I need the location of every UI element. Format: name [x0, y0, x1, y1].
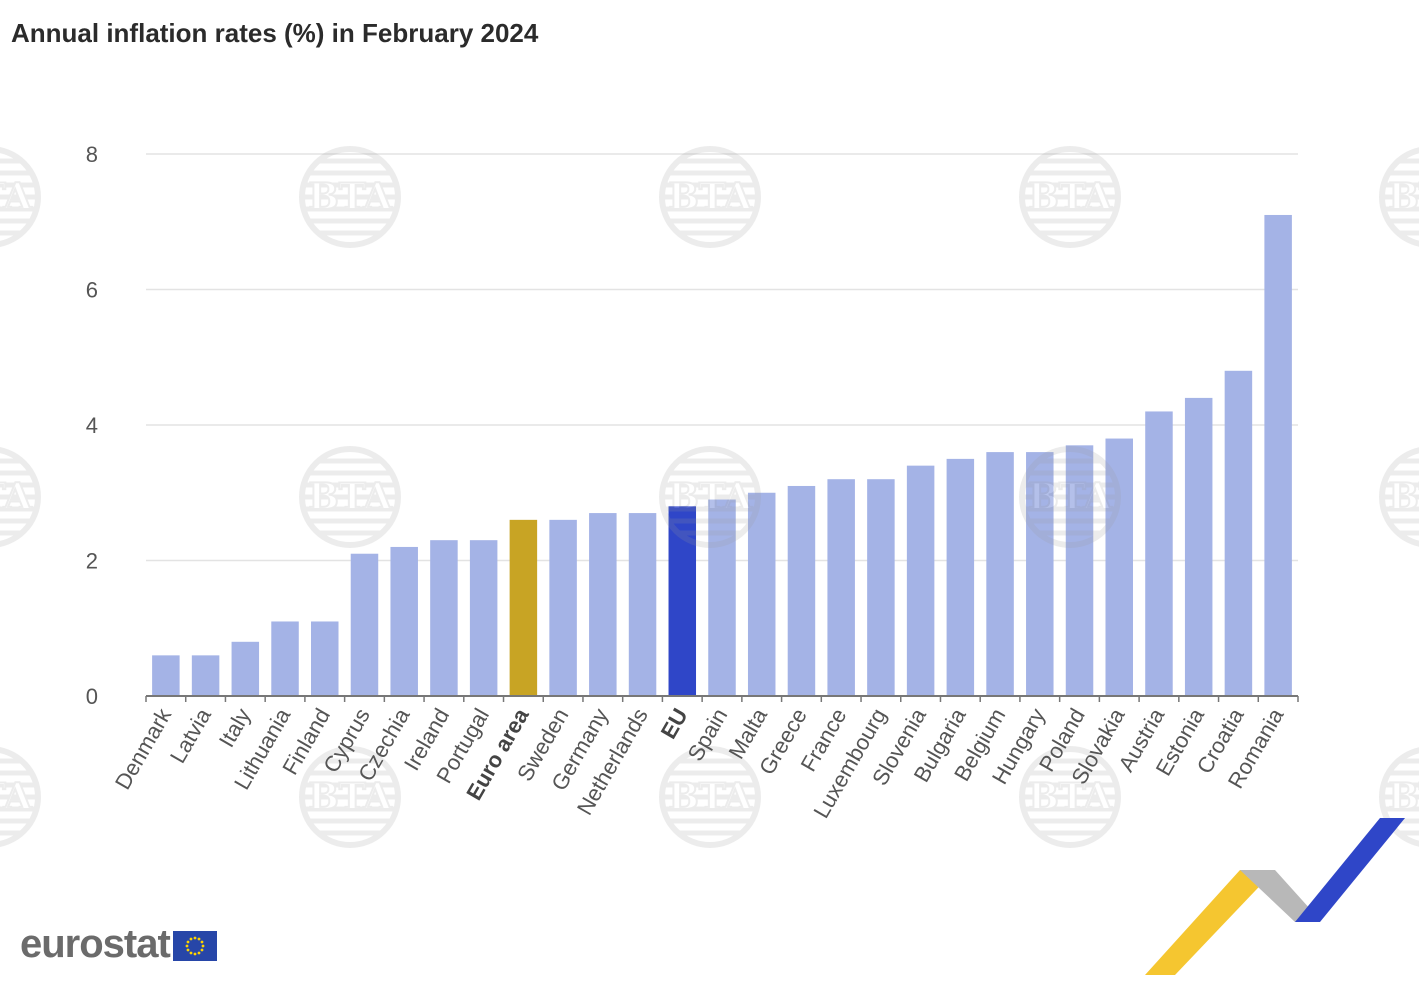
bar-denmark: [152, 655, 180, 696]
bar-spain: [708, 499, 736, 696]
y-tick-label-8: 8: [86, 142, 98, 167]
bar-germany: [589, 513, 617, 696]
svg-text:BTA: BTA: [1388, 776, 1419, 818]
bar-netherlands: [628, 513, 657, 696]
bar-estonia: [1184, 397, 1213, 696]
bar-sweden: [549, 519, 577, 696]
svg-text:BTA: BTA: [1028, 476, 1112, 518]
watermark-logo: BTA: [0, 747, 41, 847]
svg-text:BTA: BTA: [308, 776, 392, 818]
bar-italy: [231, 641, 260, 696]
bars: [152, 214, 1292, 696]
bar-latvia: [191, 655, 220, 696]
x-tick-label-denmark: Denmark: [110, 703, 177, 794]
bar-finland: [311, 621, 339, 696]
bar-poland: [1065, 445, 1094, 696]
brand-swoosh-graphic: [1145, 818, 1405, 975]
watermark-logo: BTA: [0, 147, 41, 247]
bar-czechia: [390, 546, 418, 696]
svg-text:BTA: BTA: [668, 176, 752, 218]
bar-bulgaria: [946, 458, 975, 696]
y-tick-labels: 0 2 4 6 8: [86, 142, 98, 709]
svg-text:BTA: BTA: [668, 476, 752, 518]
watermark-logo: BTA: [299, 446, 401, 548]
bar-malta: [747, 492, 776, 696]
x-axis: [145, 695, 1299, 702]
watermark-logo: BTA: [1019, 446, 1121, 548]
svg-text:BTA: BTA: [1028, 176, 1112, 218]
svg-text:BTA: BTA: [0, 776, 33, 818]
bar-romania: [1264, 214, 1292, 696]
x-tick-label-latvia: Latvia: [165, 703, 216, 767]
watermark-logo: BTA: [1379, 147, 1419, 247]
watermark-logo: BTA: [0, 447, 41, 547]
watermark-logo: BTA: [1379, 447, 1419, 547]
watermark-logo: BTA: [1019, 746, 1121, 848]
bar-slovenia: [906, 465, 935, 696]
y-tick-label-4: 4: [86, 413, 98, 438]
watermark-logo: BTA: [299, 146, 401, 248]
svg-text:BTA: BTA: [1388, 476, 1419, 518]
y-tick-label-0: 0: [86, 684, 98, 709]
bar-croatia: [1224, 370, 1253, 696]
y-tick-label-2: 2: [86, 549, 98, 574]
logo-text: eurostat: [20, 922, 171, 966]
svg-text:BTA: BTA: [308, 476, 392, 518]
x-tick-label-eu: EU: [656, 704, 693, 743]
bar-euro-area: [509, 519, 538, 696]
watermark-logo: BTA: [659, 146, 761, 248]
svg-text:BTA: BTA: [308, 176, 392, 218]
eu-flag-icon: [172, 931, 217, 961]
watermark-logo: BTA: [659, 446, 761, 548]
watermark-logo: BTA: [1019, 146, 1121, 248]
watermark-logo: BTA: [659, 746, 761, 848]
watermark-logo: BTA: [299, 746, 401, 848]
eurostat-logo: eurostat: [20, 924, 217, 964]
bar-austria: [1145, 411, 1173, 696]
y-tick-label-6: 6: [86, 278, 98, 303]
bar-portugal: [469, 540, 498, 696]
bar-luxembourg: [867, 479, 895, 696]
bar-lithuania: [271, 621, 299, 696]
bar-hungary: [1026, 452, 1054, 696]
svg-text:BTA: BTA: [1028, 776, 1112, 818]
bar-greece: [787, 485, 816, 696]
chart-title: Annual inflation rates (%) in February 2…: [11, 18, 539, 48]
bar-slovakia: [1105, 438, 1133, 696]
bar-ireland: [430, 540, 458, 696]
svg-text:BTA: BTA: [0, 176, 33, 218]
svg-text:BTA: BTA: [1388, 176, 1419, 218]
x-tick-label-spain: Spain: [683, 704, 733, 765]
svg-text:BTA: BTA: [0, 476, 33, 518]
svg-text:BTA: BTA: [668, 776, 752, 818]
bar-belgium: [986, 452, 1014, 696]
bar-eu: [668, 506, 697, 696]
watermark-layer: BTA BTA BTA BTA BTA BTA BTA BTA BTA BTA BTA BTA BTA B…: [0, 146, 1419, 848]
bar-france: [827, 479, 855, 696]
bar-cyprus: [350, 553, 379, 696]
